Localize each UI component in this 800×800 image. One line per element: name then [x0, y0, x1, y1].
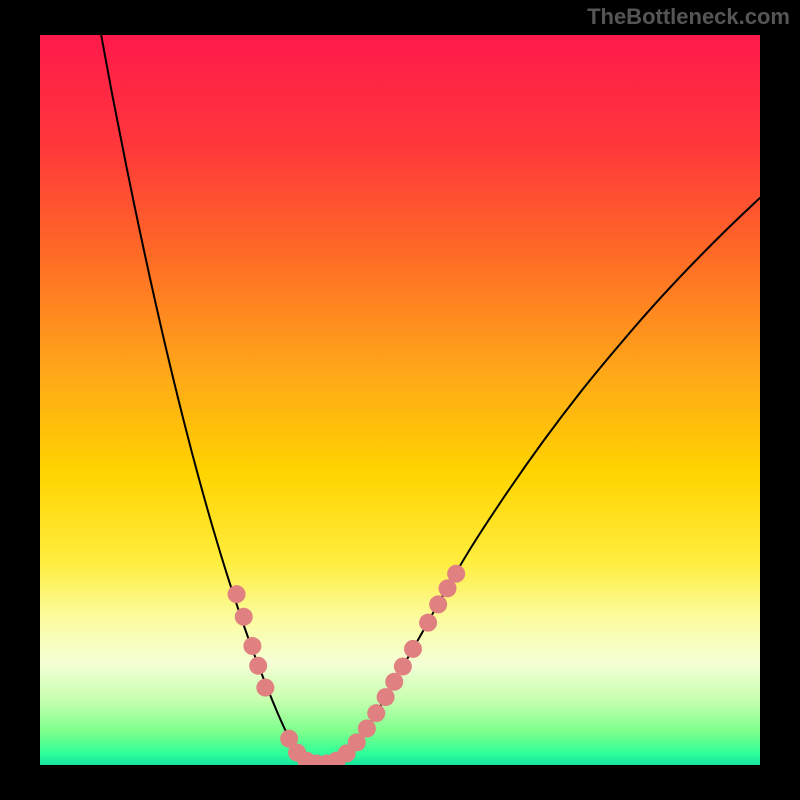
- data-marker: [243, 637, 261, 655]
- chart-gradient-bg: [40, 35, 760, 765]
- data-marker: [377, 688, 395, 706]
- chart-container: TheBottleneck.com: [0, 0, 800, 800]
- data-marker: [249, 657, 267, 675]
- data-marker: [447, 565, 465, 583]
- data-marker: [256, 679, 274, 697]
- data-marker: [419, 614, 437, 632]
- data-marker: [385, 673, 403, 691]
- data-marker: [404, 640, 422, 658]
- chart-svg: [0, 0, 800, 800]
- watermark-text: TheBottleneck.com: [587, 4, 790, 30]
- data-marker: [394, 657, 412, 675]
- data-marker: [429, 595, 447, 613]
- data-marker: [228, 585, 246, 603]
- data-marker: [367, 704, 385, 722]
- data-marker: [358, 720, 376, 738]
- data-marker: [235, 608, 253, 626]
